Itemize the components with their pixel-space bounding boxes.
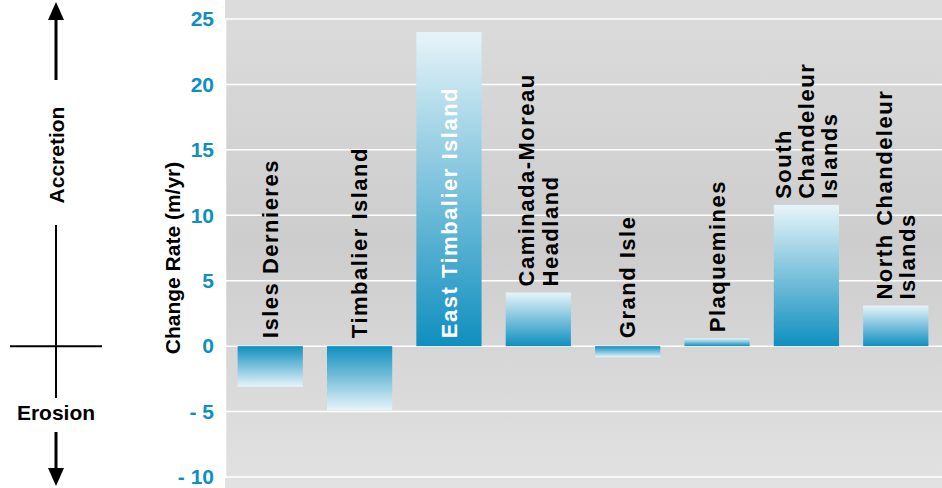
chart-container: 25 20 15 10 5 0 - 5 - 10 Isles Dernieres Timbalie… xyxy=(0,0,942,488)
y-axis: 25 20 15 10 5 0 - 5 - 10 xyxy=(178,7,226,488)
bar xyxy=(863,306,928,347)
bar xyxy=(506,292,571,346)
category-label: SouthChandeleurIslands xyxy=(771,63,842,199)
y-axis-line xyxy=(225,20,227,478)
bar xyxy=(595,346,660,357)
arrow-line xyxy=(55,18,58,80)
y-tick-label: 0 xyxy=(202,334,214,357)
category-label: Plaquemines xyxy=(705,180,730,332)
category-labels: Isles Dernieres Timbalier Island East Timb… xyxy=(258,63,920,338)
cross-vertical xyxy=(55,225,57,398)
y-tick-label: 25 xyxy=(191,7,215,30)
y-tick: - 5 xyxy=(189,400,225,423)
category-label: North ChandeleurIslands xyxy=(872,90,920,300)
y-tick-label: 5 xyxy=(202,269,214,292)
category-label: East Timbalier Island xyxy=(437,87,462,338)
category-label: Isles Dernieres xyxy=(258,159,283,338)
y-tick: 10 xyxy=(191,204,225,227)
y-tick: 15 xyxy=(191,138,225,161)
y-tick: 5 xyxy=(202,269,225,292)
grid-line xyxy=(225,84,942,86)
y-tick: 0 xyxy=(202,334,225,357)
y-tick: 25 xyxy=(191,7,225,30)
category-label: Timbalier Island xyxy=(347,147,372,338)
grid-line xyxy=(225,18,942,20)
plot-background xyxy=(225,0,942,488)
category-label: Caminada-MoreauHeadland xyxy=(514,73,562,286)
bar xyxy=(327,346,392,410)
grid-line xyxy=(225,476,942,478)
bars xyxy=(238,32,929,410)
arrow-head xyxy=(48,468,64,486)
cross-horizontal xyxy=(10,345,102,347)
bar xyxy=(684,338,749,346)
y-tick: 20 xyxy=(191,73,225,96)
y-tick: - 10 xyxy=(178,465,225,488)
y-tick-label: - 5 xyxy=(189,400,214,423)
accretion-label: Accretion xyxy=(45,107,68,204)
y-axis-title: Change Rate (m/yr) xyxy=(161,162,184,355)
bar xyxy=(238,346,303,387)
annotation: Accretion Erosion xyxy=(10,2,102,486)
y-tick-label: - 10 xyxy=(178,465,214,488)
erosion-label: Erosion xyxy=(17,401,95,424)
y-tick-label: 10 xyxy=(191,204,214,227)
grid xyxy=(225,19,942,477)
category-label: Grand Isle xyxy=(615,216,640,339)
chart-svg: 25 20 15 10 5 0 - 5 - 10 Isles Dernieres Timbalie… xyxy=(0,0,942,488)
grid-line xyxy=(225,411,942,413)
bar xyxy=(774,205,839,346)
bar xyxy=(416,32,481,346)
y-tick-label: 20 xyxy=(191,73,214,96)
y-tick-label: 15 xyxy=(191,138,215,161)
arrow-line xyxy=(55,432,58,470)
arrow-head xyxy=(48,2,64,20)
